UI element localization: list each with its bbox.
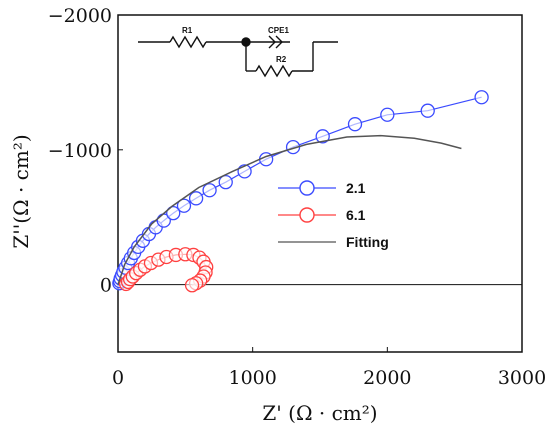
data-point: [166, 206, 181, 221]
x-axis-title: Z' (Ω · cm²): [262, 401, 377, 425]
series-6-1: [118, 247, 214, 293]
data-point: [474, 90, 489, 105]
x-tick-label: 3000: [498, 367, 546, 389]
data-point: [202, 183, 217, 198]
legend-marker: [299, 180, 315, 196]
circuit-r1-label: R1: [182, 26, 193, 35]
legend: 2.1 6.1 Fitting: [278, 180, 389, 250]
data-point: [218, 175, 233, 190]
data-point: [315, 129, 330, 144]
y-tick-label: 0: [100, 275, 112, 297]
legend-label: 2.1: [346, 180, 366, 196]
x-tick-label: 0: [112, 367, 124, 389]
legend-marker: [299, 207, 315, 223]
circuit-cpe-label: CPE1: [268, 26, 289, 35]
data-point: [380, 107, 395, 122]
y-tick-label: −2000: [48, 5, 112, 27]
circuit-r2-label: R2: [276, 55, 287, 64]
y-axis-title: Z''(Ω · cm²): [9, 134, 33, 248]
series-fitting: [117, 134, 462, 285]
equivalent-circuit: [138, 35, 338, 78]
data-point: [188, 191, 204, 206]
data-point: [176, 198, 192, 213]
x-tick-label: 2000: [363, 367, 411, 389]
legend-label: Fitting: [346, 234, 389, 250]
series-layer: [112, 90, 489, 293]
y-tick-label: −1000: [48, 140, 112, 162]
axes: 0 1000 2000 3000 −2000 −1000 0 Z' (Ω · cm²) Z''(…: [9, 5, 546, 425]
data-point: [347, 117, 363, 132]
x-tick-label: 1000: [228, 367, 276, 389]
plot-frame: [117, 14, 523, 353]
data-point: [420, 103, 435, 118]
data-point: [184, 278, 200, 293]
series-line: [117, 134, 462, 285]
legend-label: 6.1: [346, 207, 366, 223]
